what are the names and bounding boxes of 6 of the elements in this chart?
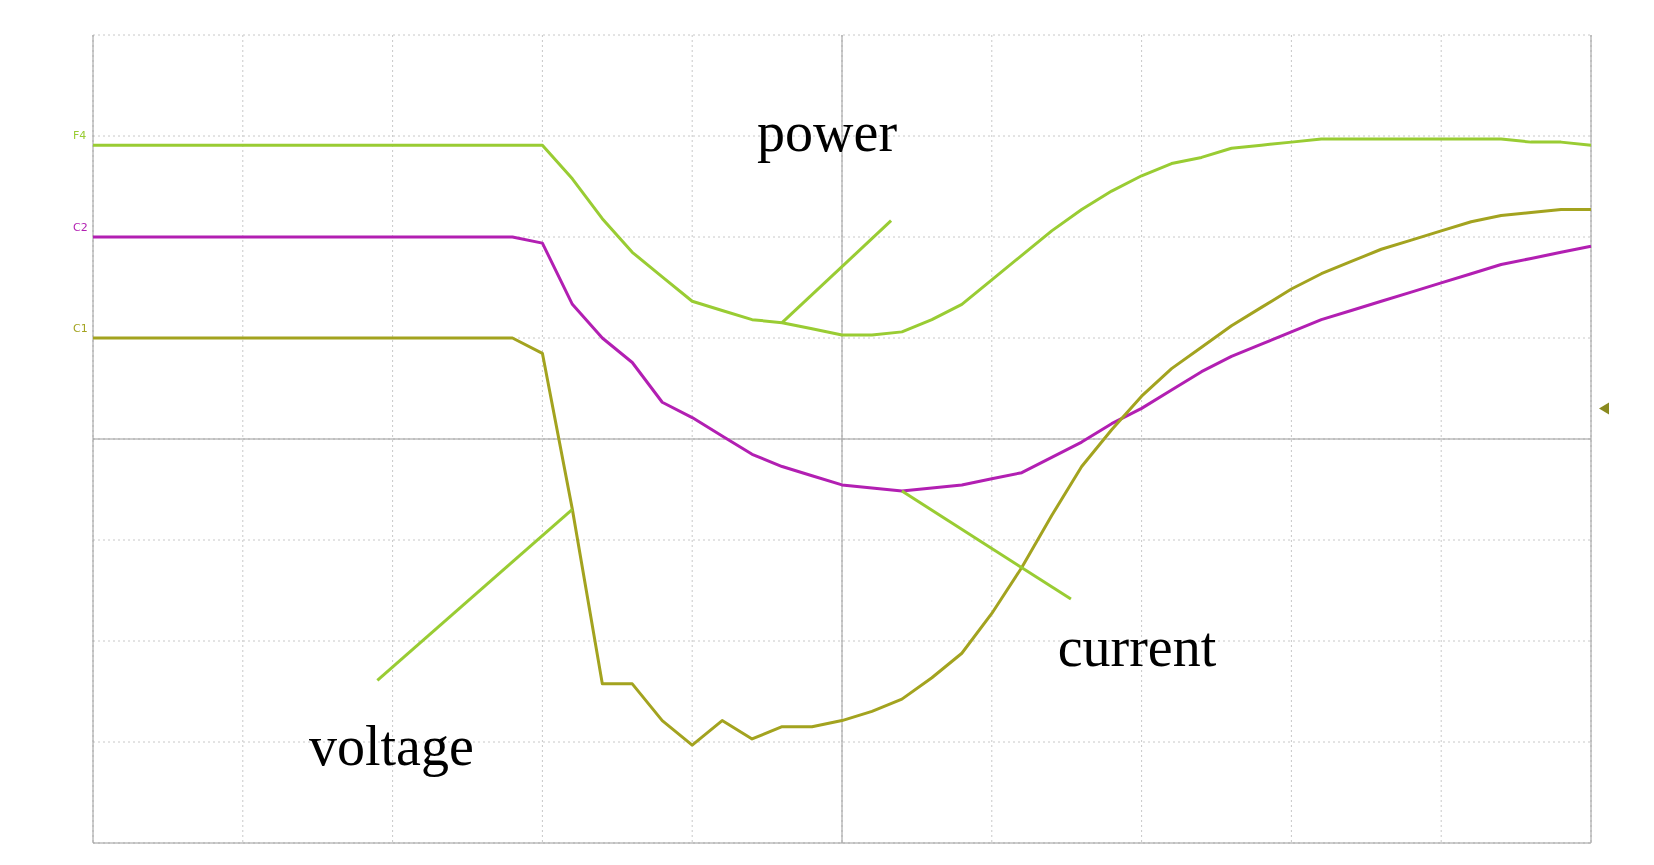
text: voltage	[308, 715, 474, 778]
text: C1	[73, 322, 88, 335]
text: F4	[73, 129, 87, 143]
text: power	[757, 100, 898, 163]
text: C2	[73, 221, 88, 234]
text: current	[1057, 615, 1217, 678]
